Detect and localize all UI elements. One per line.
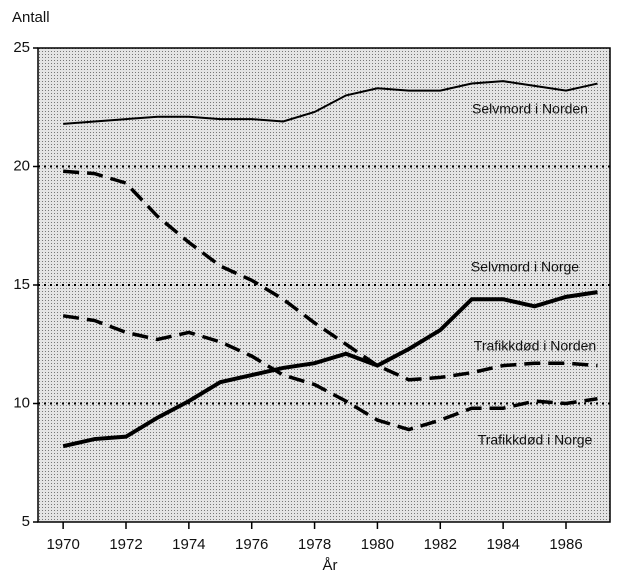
series-label: Selvmord i Norge (471, 259, 579, 275)
y-tick-label: 15 (13, 276, 30, 293)
x-axis-label: År (323, 557, 338, 574)
series-label: Trafikkdød i Norden (474, 338, 596, 354)
x-tick-label: 1984 (486, 536, 519, 553)
plot-area (37, 47, 611, 523)
y-tick-label: 20 (13, 157, 30, 174)
y-tick-label: 10 (13, 394, 30, 411)
x-tick-label: 1976 (235, 536, 268, 553)
series-label: Trafikkdød i Norge (478, 432, 593, 448)
x-tick-label: 1972 (109, 536, 142, 553)
series-line (63, 80, 598, 125)
x-tick-label: 1970 (46, 536, 79, 553)
x-tick-label: 1978 (298, 536, 331, 553)
y-axis-label: Antall (12, 9, 50, 26)
series-label: Selvmord i Norden (472, 101, 588, 117)
x-tick-label: 1974 (172, 536, 205, 553)
y-tick-label: 5 (22, 513, 30, 530)
series-line (62, 290, 598, 449)
x-tick-label: 1986 (549, 536, 582, 553)
x-tick-label: 1982 (424, 536, 457, 553)
series-line (63, 169, 598, 382)
y-tick-label: 25 (13, 39, 30, 56)
x-tick-label: 1980 (361, 536, 394, 553)
